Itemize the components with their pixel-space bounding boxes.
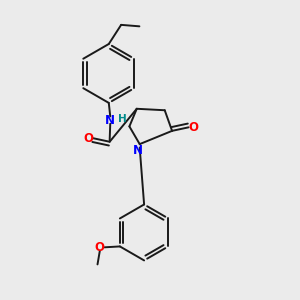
- Text: H: H: [118, 114, 127, 124]
- Text: O: O: [188, 121, 198, 134]
- Text: O: O: [83, 132, 94, 145]
- Text: N: N: [105, 114, 115, 127]
- Text: N: N: [133, 144, 143, 157]
- Text: O: O: [95, 241, 105, 254]
